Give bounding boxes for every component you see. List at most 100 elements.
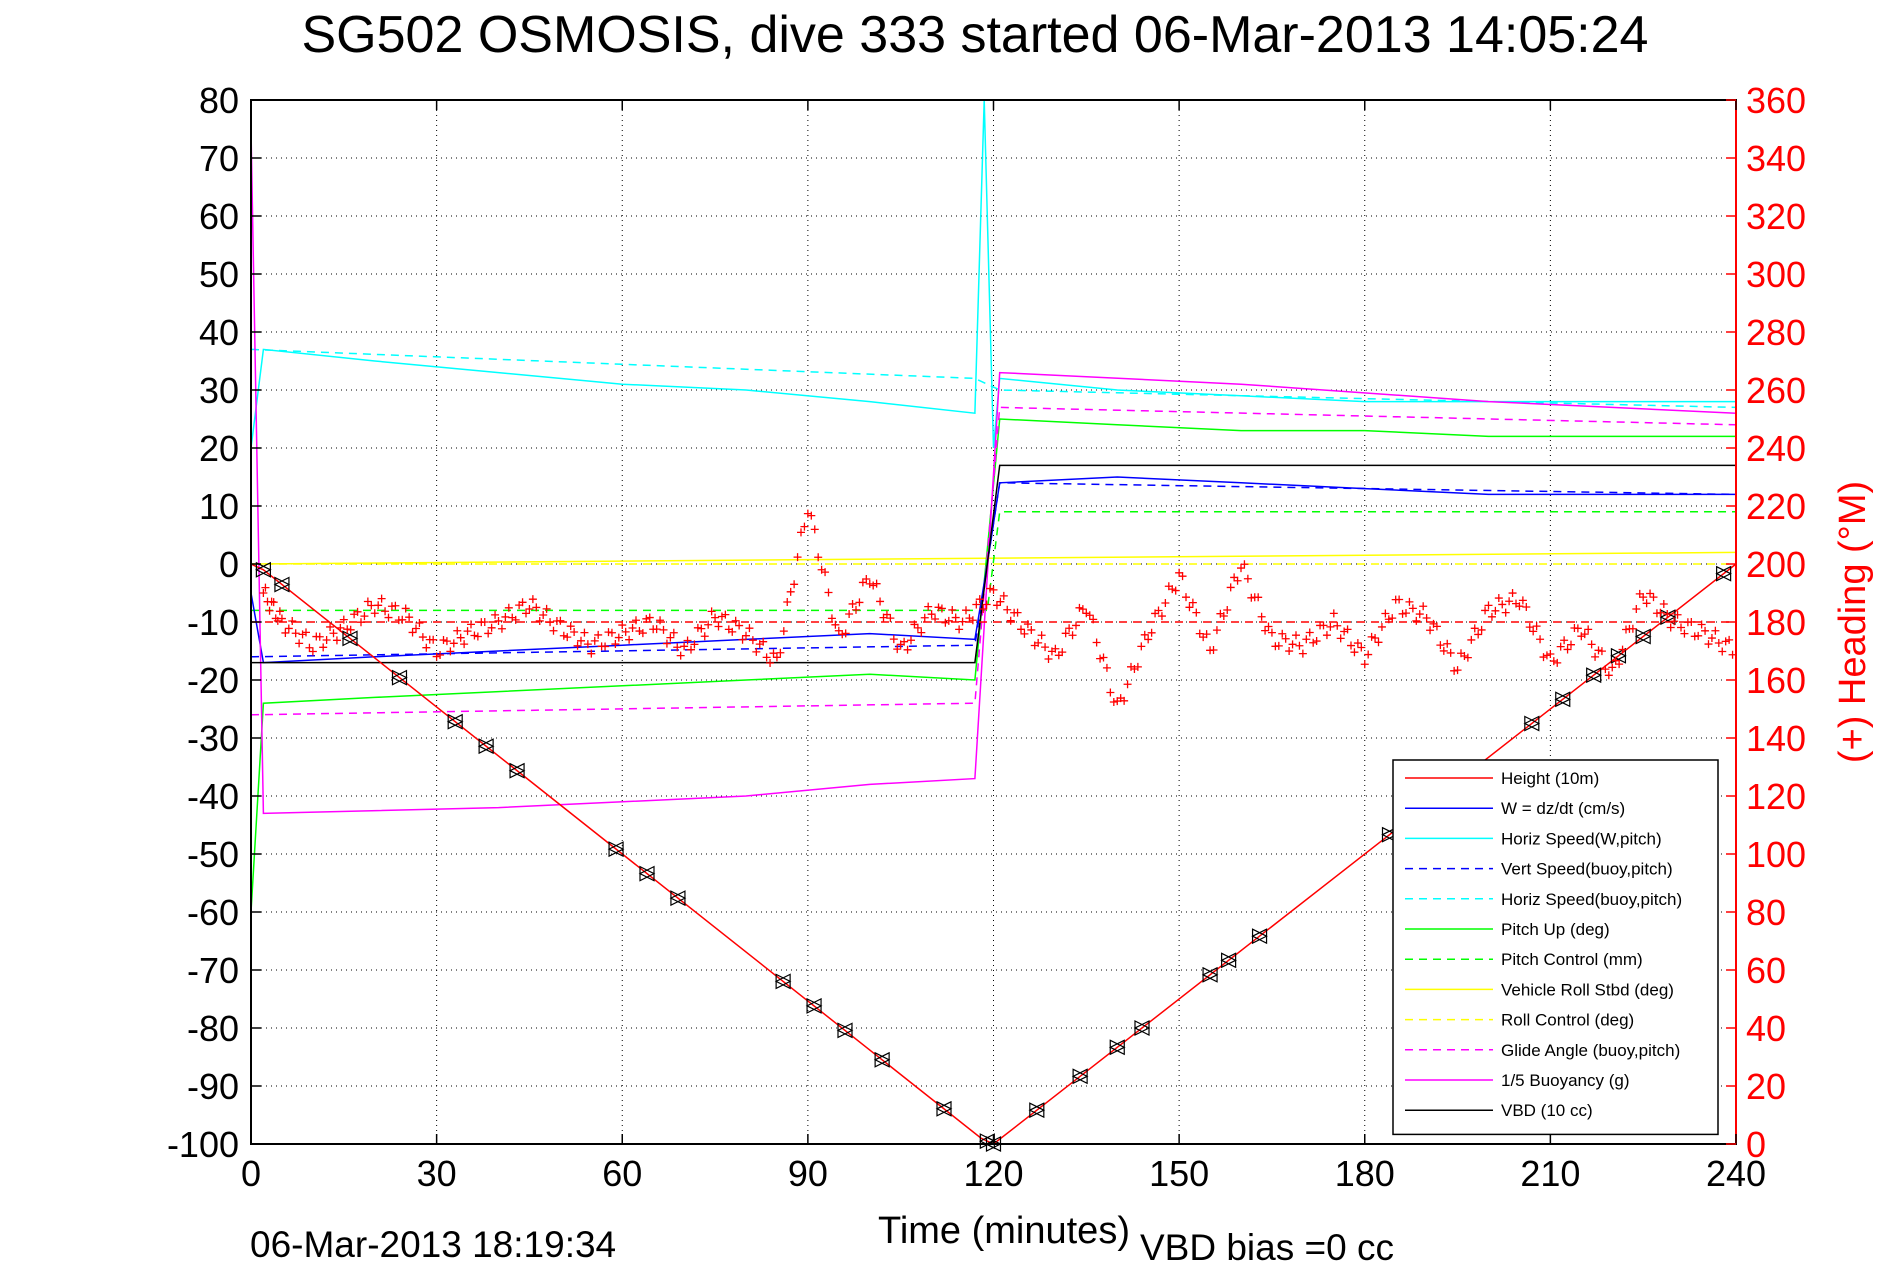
heading-point xyxy=(697,624,706,633)
series-line-pitch-up xyxy=(250,418,1736,913)
heading-point xyxy=(779,627,788,636)
heading-point xyxy=(1044,654,1053,663)
heading-point xyxy=(422,643,431,652)
vbd-bias-note: VBD bias =0 cc xyxy=(1140,1227,1394,1262)
heading-point xyxy=(261,583,270,592)
heading-point xyxy=(259,589,268,597)
y-tick-label-right: 20 xyxy=(1746,1066,1786,1107)
heading-point xyxy=(1377,622,1386,631)
heading-point xyxy=(1003,605,1012,614)
y-tick-label-left: -20 xyxy=(187,660,239,701)
heading-point xyxy=(542,604,551,613)
x-tick-label: 150 xyxy=(1149,1153,1209,1194)
heading-point xyxy=(1188,598,1197,607)
heading-point xyxy=(1371,633,1380,642)
depth-marker xyxy=(1634,628,1652,645)
heading-point xyxy=(1584,625,1593,634)
heading-point xyxy=(1357,643,1366,652)
heading-point xyxy=(917,628,926,637)
heading-point xyxy=(539,611,548,620)
heading-point xyxy=(986,584,995,593)
heading-point xyxy=(645,613,654,622)
heading-point xyxy=(996,597,1005,606)
heading-point xyxy=(1192,608,1201,617)
heading-point xyxy=(1721,637,1730,646)
heading-point xyxy=(265,606,274,615)
axes: 0 30 60 90 120 150 180 210 24080706050403020100-… xyxy=(167,80,1806,1194)
x-tick-label: 0 xyxy=(241,1153,261,1194)
series-line-pitch-control xyxy=(251,511,1736,612)
heading-point xyxy=(1237,564,1245,573)
heading-point xyxy=(1195,629,1204,638)
heading-point xyxy=(1075,603,1084,612)
heading-point xyxy=(1649,593,1658,602)
heading-point xyxy=(1230,573,1239,582)
heading-point xyxy=(759,637,768,646)
y-tick-label-left: 60 xyxy=(199,196,239,237)
heading-point xyxy=(735,621,744,630)
heading-point xyxy=(680,642,689,651)
heading-point xyxy=(1333,621,1342,630)
y-tick-label-left: 40 xyxy=(199,312,239,353)
heading-point xyxy=(707,607,716,616)
heading-point xyxy=(573,641,582,650)
heading-point xyxy=(1168,585,1177,594)
heading-point xyxy=(577,636,585,645)
heading-point xyxy=(1522,602,1531,611)
y-tick-label-right: 260 xyxy=(1746,370,1806,411)
heading-point xyxy=(415,618,424,627)
heading-point xyxy=(797,528,805,537)
y-tick-label-left: -70 xyxy=(187,950,239,991)
y-tick-label-right: 220 xyxy=(1746,486,1806,527)
heading-point xyxy=(927,610,936,619)
series-line-buoyancy xyxy=(250,128,1737,815)
y-tick-label-left: 0 xyxy=(219,544,239,585)
heading-point xyxy=(1632,605,1641,614)
heading-point xyxy=(711,613,720,622)
heading-point xyxy=(1422,613,1431,622)
heading-point xyxy=(628,623,637,632)
heading-point xyxy=(1718,647,1727,656)
heading-point xyxy=(1443,639,1452,648)
heading-point xyxy=(497,624,506,633)
heading-point xyxy=(412,624,420,633)
heading-point xyxy=(291,629,300,638)
y-tick-label-right: 140 xyxy=(1746,718,1806,759)
legend-label: Pitch Up (deg) xyxy=(1501,920,1610,939)
heading-point xyxy=(277,614,286,623)
heading-point xyxy=(322,636,331,645)
heading-point xyxy=(821,568,830,577)
heading-point xyxy=(934,603,943,612)
heading-point xyxy=(1714,638,1723,647)
heading-point xyxy=(405,613,414,622)
legend-label: Horiz Speed(W,pitch) xyxy=(1501,829,1662,848)
heading-point xyxy=(381,607,390,616)
heading-point xyxy=(1261,626,1270,635)
heading-point xyxy=(1102,663,1111,672)
heading-point xyxy=(882,610,891,619)
y-tick-label-right: 60 xyxy=(1746,950,1786,991)
depth-marker xyxy=(607,841,625,858)
heading-point xyxy=(1560,636,1569,645)
heading-point xyxy=(913,623,922,632)
heading-point xyxy=(1106,688,1115,697)
y-tick-label-left: -10 xyxy=(187,602,239,643)
depth-marker xyxy=(1133,1020,1151,1036)
heading-point xyxy=(659,625,668,634)
heading-point xyxy=(717,612,726,621)
heading-point xyxy=(937,604,946,613)
heading-point xyxy=(470,631,479,640)
heading-point xyxy=(346,625,355,634)
heading-point xyxy=(666,633,675,642)
y-tick-label-right: 40 xyxy=(1746,1008,1786,1049)
heading-point xyxy=(1670,617,1679,626)
heading-point xyxy=(1611,656,1620,665)
heading-point xyxy=(704,620,713,629)
heading-point xyxy=(824,588,833,597)
depth-marker xyxy=(873,1051,891,1068)
heading-point xyxy=(700,632,709,641)
legend-label: Vert Speed(buoy,pitch) xyxy=(1501,860,1673,879)
heading-point xyxy=(329,629,338,638)
heading-point xyxy=(1322,631,1331,640)
x-tick-label: 240 xyxy=(1706,1153,1766,1194)
